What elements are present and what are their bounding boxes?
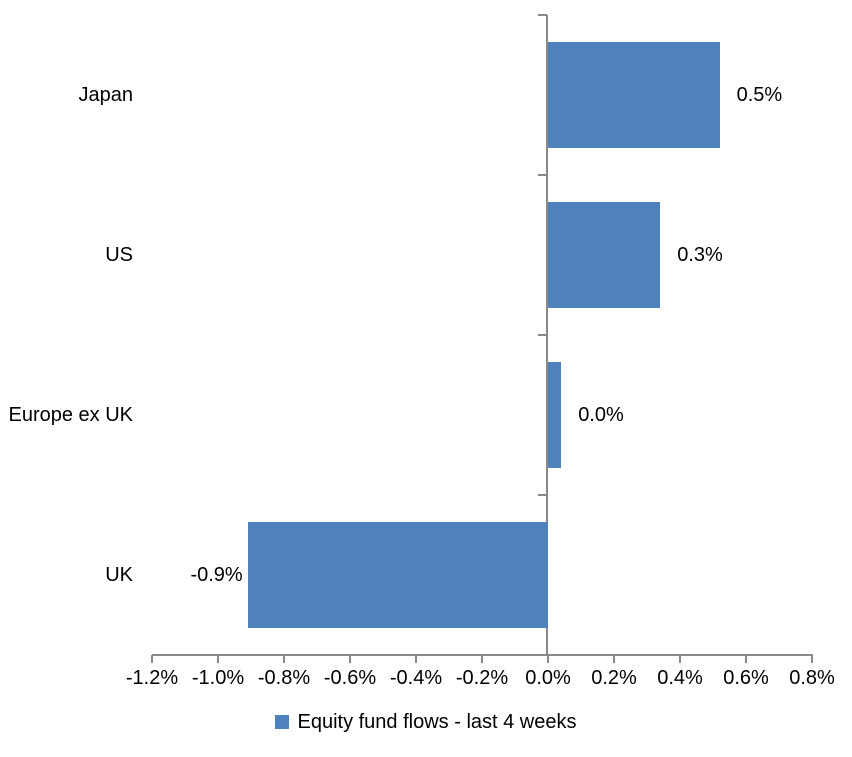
x-tick-label: -0.8% xyxy=(257,667,311,689)
bar-us xyxy=(548,202,660,308)
category-label: US xyxy=(105,244,133,266)
category-label: Europe ex UK xyxy=(8,404,133,426)
data-label: -0.9% xyxy=(190,564,243,586)
category-label: Japan xyxy=(78,84,134,106)
bar-uk xyxy=(247,522,548,628)
x-tick-label: 0.8% xyxy=(789,667,835,689)
value-axis-tick xyxy=(745,655,747,663)
category-axis-tick xyxy=(538,334,547,336)
value-axis-tick xyxy=(151,655,153,663)
value-axis-tick xyxy=(283,655,285,663)
category-axis-line xyxy=(546,15,548,656)
data-label: 0.5% xyxy=(736,84,783,106)
x-tick-label: 0.2% xyxy=(591,667,637,689)
value-axis-tick xyxy=(481,655,483,663)
category-axis-tick xyxy=(538,174,547,176)
bar-japan xyxy=(548,42,720,148)
value-axis-tick xyxy=(547,655,549,663)
x-tick-label: -1.0% xyxy=(191,667,245,689)
x-tick-label: 0.0% xyxy=(525,667,571,689)
legend-marker-icon xyxy=(275,715,290,729)
category-label: UK xyxy=(105,564,133,586)
category-axis-tick xyxy=(538,14,547,16)
legend-label: Equity fund flows - last 4 weeks xyxy=(297,711,577,733)
data-label: 0.3% xyxy=(677,244,723,266)
value-axis-tick xyxy=(613,655,615,663)
x-tick-label: 0.4% xyxy=(657,667,703,689)
x-tick-label: -0.6% xyxy=(323,667,377,689)
value-axis-tick xyxy=(217,655,219,663)
data-label: 0.0% xyxy=(578,404,624,426)
x-tick-label: 0.6% xyxy=(723,667,769,689)
x-tick-label: -0.2% xyxy=(455,667,509,689)
value-axis-tick xyxy=(349,655,351,663)
value-axis-tick xyxy=(679,655,681,663)
legend: Equity fund flows - last 4 weeks xyxy=(0,710,852,734)
x-tick-label: -1.2% xyxy=(125,667,179,689)
bar-europe-ex-uk xyxy=(548,362,561,468)
value-axis-tick xyxy=(811,655,813,663)
x-tick-label: -0.4% xyxy=(389,667,443,689)
value-axis-tick xyxy=(415,655,417,663)
category-axis-tick xyxy=(538,494,547,496)
